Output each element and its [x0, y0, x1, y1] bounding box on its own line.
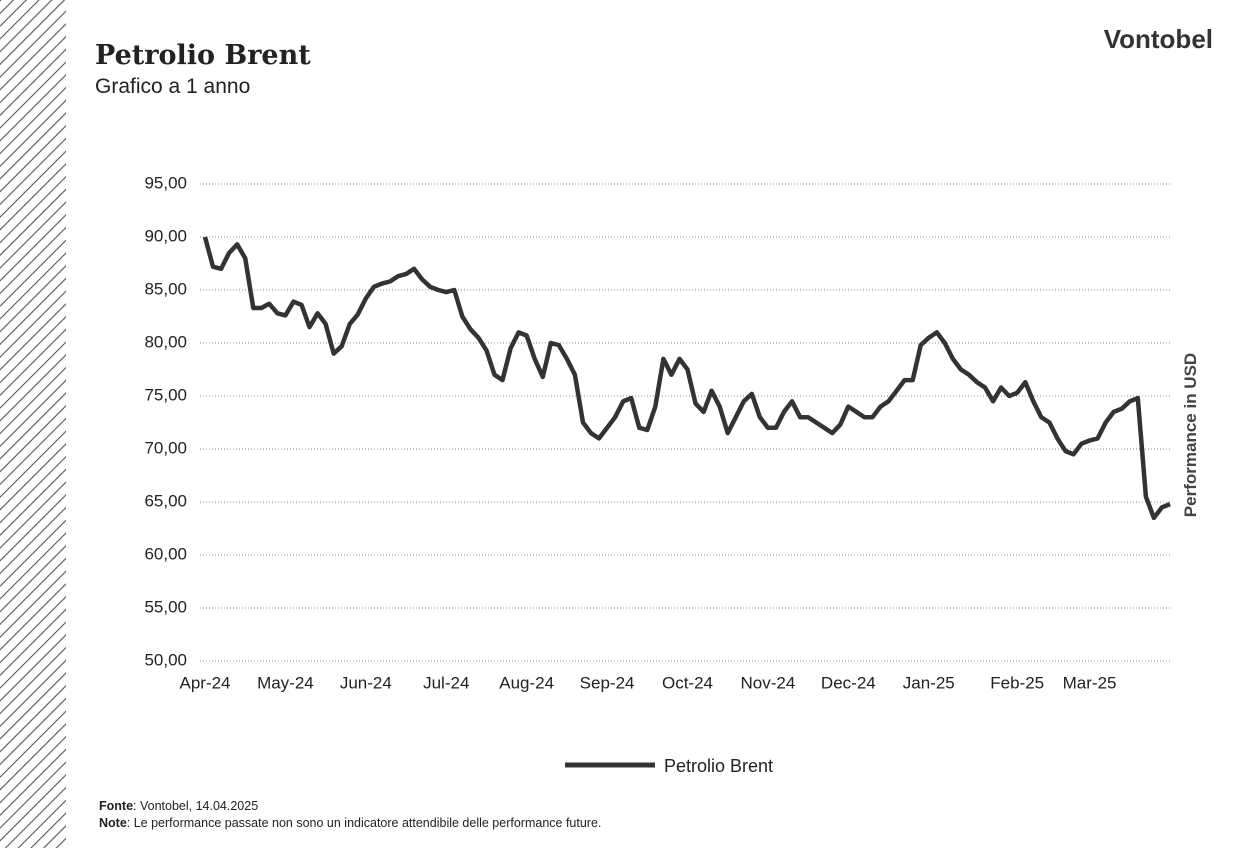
- x-tick-label: Oct-24: [662, 673, 713, 692]
- y-tick-label: 55,00: [144, 597, 187, 616]
- footnote-text: : Vontobel, 14.04.2025: [133, 799, 258, 813]
- decor-stripe: [0, 0, 66, 848]
- x-tick-label: Sep-24: [580, 673, 635, 692]
- x-tick-label: Aug-24: [499, 673, 554, 692]
- legend-label: Petrolio Brent: [664, 756, 773, 776]
- plot-area: 50,00 55,00 60,00 65,00 70,00 75,00 80,00 85,00…: [144, 173, 1172, 692]
- chart-subtitle: Grafico a 1 anno: [95, 75, 250, 98]
- x-tick-label: Nov-24: [741, 673, 796, 692]
- x-tick-label: Dec-24: [821, 673, 876, 692]
- x-tick-label: Feb-25: [990, 673, 1044, 692]
- footnote-text: : Le performance passate non sono un ind…: [127, 816, 602, 830]
- chart-title: Petrolio Brent: [95, 40, 311, 71]
- y-tick-label: 80,00: [144, 332, 187, 351]
- x-tick-label: May-24: [257, 673, 314, 692]
- brand-logo: Vontobel: [1104, 24, 1213, 54]
- y-tick-label: 75,00: [144, 385, 187, 404]
- data-line: [202, 236, 1171, 521]
- y-tick-label: 60,00: [144, 544, 187, 563]
- x-tick-label: Mar-25: [1063, 673, 1117, 692]
- y-tick-label: 90,00: [144, 226, 187, 245]
- x-tick-label: Jul-24: [423, 673, 469, 692]
- footnote: Fonte: Vontobel, 14.04.2025: [99, 799, 258, 813]
- footnote-label: Note: [99, 816, 127, 830]
- x-tick-label: Jan-25: [903, 673, 955, 692]
- footnote: Note: Le performance passate non sono un…: [99, 816, 601, 830]
- y-tick-label: 65,00: [144, 491, 187, 510]
- y-tick-label: 95,00: [144, 173, 187, 192]
- x-tick-label: Apr-24: [179, 673, 230, 692]
- x-tick-label: Jun-24: [340, 673, 392, 692]
- footnote-label: Fonte: [99, 799, 133, 813]
- y-axis-label: Performance in USD: [1181, 353, 1200, 517]
- y-tick-label: 85,00: [144, 279, 187, 298]
- y-tick-label: 70,00: [144, 438, 187, 457]
- y-tick-label: 50,00: [144, 650, 187, 669]
